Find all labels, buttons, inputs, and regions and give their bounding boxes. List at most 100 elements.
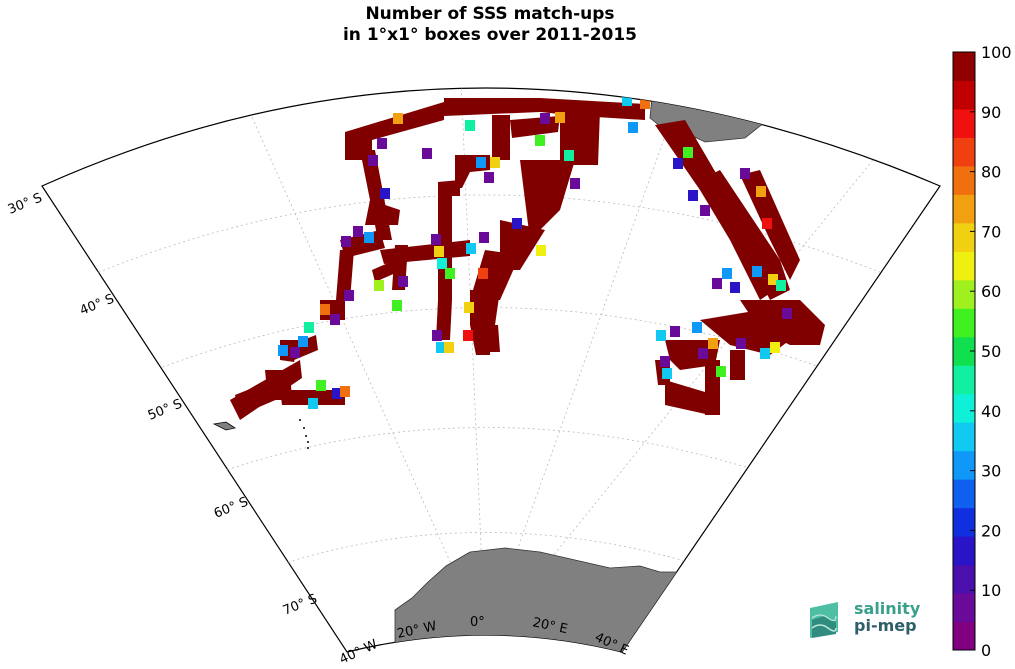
matchup-cell	[555, 112, 565, 123]
matchup-cell	[776, 280, 786, 291]
colorbar-segment	[953, 593, 975, 623]
lat-label-50s: 50° S	[146, 397, 184, 424]
matchup-cell	[368, 155, 378, 166]
matchup-cell	[692, 322, 702, 333]
logo-word-pimep: pi-mep	[854, 616, 917, 635]
colorbar-segment	[953, 52, 975, 81]
colorbar-segment	[953, 365, 975, 395]
colorbar-segment	[953, 621, 975, 651]
colorbar-segment	[953, 507, 975, 537]
colorbar-segment	[953, 137, 975, 167]
colorbar-segment	[953, 165, 975, 195]
matchup-cell	[330, 314, 340, 325]
lat-label-60s: 60° S	[212, 495, 250, 522]
matchup-cell	[722, 268, 732, 279]
matchup-cell	[377, 138, 387, 149]
matchup-cell	[464, 302, 474, 313]
matchup-cell	[762, 218, 772, 229]
matchup-cell	[476, 157, 486, 168]
colorbar-tick-label: 90	[981, 103, 1001, 122]
matchup-cell	[752, 266, 762, 277]
matchup-cell	[380, 188, 390, 199]
matchup-cell	[466, 243, 476, 254]
matchup-cell	[760, 348, 770, 359]
colorbar-tick-label: 40	[981, 402, 1001, 421]
matchup-cell	[700, 205, 710, 216]
matchup-cell	[320, 304, 330, 315]
matchup-cell	[392, 300, 402, 311]
matchup-cell	[782, 308, 792, 319]
lat-label-30s: 30° S	[6, 191, 44, 218]
matchup-cell	[712, 278, 722, 289]
matchup-cell	[364, 232, 374, 243]
colorbar-segment	[953, 393, 975, 423]
matchup-cell	[673, 158, 683, 169]
low-count-cells	[278, 95, 792, 409]
matchup-cell	[535, 135, 545, 146]
matchup-cell	[490, 157, 500, 168]
colorbar-tick-label: 50	[981, 342, 1001, 361]
matchup-cell	[431, 234, 441, 245]
matchup-cell	[536, 245, 546, 256]
matchup-tracks	[230, 98, 825, 420]
matchup-cell	[445, 268, 455, 279]
salinity-pimep-logo: salinity pi-mep	[808, 598, 928, 642]
matchup-cell	[512, 218, 522, 229]
matchup-cell	[374, 280, 384, 291]
colorbar-segment	[953, 222, 975, 252]
matchup-cell	[736, 338, 746, 349]
matchup-cell	[640, 98, 650, 109]
matchup-cell	[478, 268, 488, 279]
matchup-cell	[660, 356, 670, 367]
title-line-1: Number of SSS match-ups	[365, 4, 615, 24]
colorbar-segment	[953, 108, 975, 138]
colorbar-tick-label: 80	[981, 163, 1001, 182]
matchup-cell	[622, 95, 632, 106]
colorbar-tick-label: 0	[981, 641, 991, 660]
lat-label-40s: 40° S	[78, 292, 116, 319]
matchup-cell	[398, 276, 408, 287]
matchup-cell	[628, 122, 638, 133]
matchup-cell	[278, 345, 288, 356]
matchup-cell	[437, 258, 447, 269]
matchup-cell	[770, 342, 780, 353]
matchup-cell	[708, 338, 718, 349]
colorbar-segment	[953, 564, 975, 594]
colorbar-tick-label: 10	[981, 581, 1001, 600]
matchup-cell	[484, 172, 494, 183]
logo-waves-icon	[810, 602, 838, 638]
matchup-cell	[716, 366, 726, 377]
lat-label-70s: 70° S	[281, 592, 319, 619]
matchup-cell	[683, 147, 693, 158]
matchup-cell	[344, 290, 354, 301]
matchup-cell	[564, 150, 574, 161]
matchup-cell	[444, 342, 454, 353]
matchup-cell	[463, 330, 473, 341]
matchup-cell	[434, 246, 444, 257]
matchup-cell	[756, 186, 766, 197]
colorbar-segment	[953, 251, 975, 281]
matchup-cell	[465, 120, 475, 131]
colorbar	[952, 51, 976, 651]
matchup-cell	[768, 274, 778, 285]
colorbar-segment	[953, 80, 975, 110]
title-line-2: in 1°x1° boxes over 2011-2015	[342, 25, 638, 45]
matchup-cell	[540, 113, 550, 124]
matchup-cell	[340, 386, 350, 397]
colorbar-segment	[953, 279, 975, 309]
lon-label-0: 0°	[470, 615, 485, 630]
matchup-cell	[740, 168, 750, 179]
south-georgia-island	[212, 421, 237, 431]
colorbar-segment	[953, 479, 975, 509]
matchup-cell	[341, 236, 351, 247]
matchup-cell	[730, 282, 740, 293]
matchup-cell	[290, 347, 300, 358]
colorbar-tick-label: 30	[981, 462, 1001, 481]
matchup-cell	[304, 322, 314, 333]
map-title: Number of SSS match-ups in 1°x1° boxes o…	[0, 4, 980, 46]
matchup-cell	[656, 330, 666, 341]
colorbar-segment	[953, 450, 975, 480]
colorbar-segment	[953, 536, 975, 566]
